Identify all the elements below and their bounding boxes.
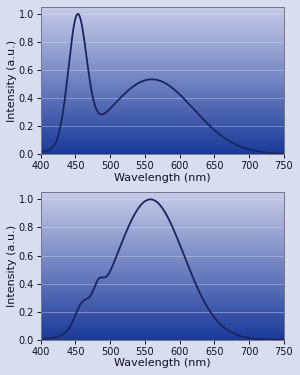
Y-axis label: Intensity (a.u.): Intensity (a.u.) — [7, 40, 17, 122]
X-axis label: Wavelength (nm): Wavelength (nm) — [114, 172, 211, 183]
Y-axis label: Intensity (a.u.): Intensity (a.u.) — [7, 225, 17, 307]
X-axis label: Wavelength (nm): Wavelength (nm) — [114, 358, 211, 368]
